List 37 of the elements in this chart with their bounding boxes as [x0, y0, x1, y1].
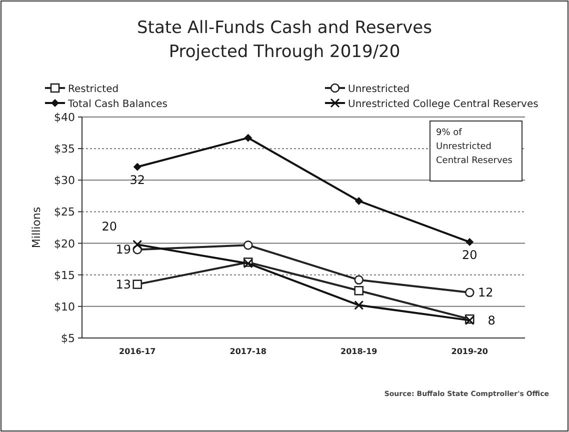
y-tick-label: $20 — [54, 237, 75, 250]
y-tick-label: $15 — [54, 268, 75, 282]
point — [354, 300, 364, 310]
point — [132, 280, 142, 289]
point — [354, 196, 363, 205]
x-tick-label: 2017-18 — [230, 347, 267, 356]
data-label: 19 — [116, 242, 132, 257]
data-label: 8 — [488, 313, 496, 328]
legend-label: Unrestricted College Central Reserves — [348, 99, 538, 110]
x-tick-label: 2016-17 — [119, 347, 156, 356]
annotation: 9% of Unrestricted Central Reserves — [436, 128, 513, 166]
point — [354, 275, 364, 285]
point — [244, 134, 252, 142]
y-tick-label: $40 — [54, 111, 75, 124]
x-tick-label: 2018-19 — [340, 347, 378, 356]
point — [133, 162, 142, 171]
legend-label: Unrestricted — [348, 84, 410, 95]
y-tick-label: $25 — [54, 206, 75, 219]
point — [132, 240, 142, 250]
legend-label: Total Cash Balances — [67, 99, 168, 110]
point — [243, 240, 253, 250]
y-tick-label: $10 — [54, 300, 75, 314]
chart-title: State All-Funds Cash and Reserves Projected Through 2019/20 — [137, 18, 432, 62]
note-box: 9% of Unrestricted Central Reserves — [430, 120, 522, 182]
data-label: 20 — [102, 220, 118, 234]
data-label: 12 — [478, 286, 494, 300]
point — [354, 286, 364, 296]
y-axis-title: Millions — [30, 206, 43, 248]
point — [466, 238, 474, 246]
data-label: 20 — [462, 248, 478, 262]
legend-label: Restricted — [68, 84, 119, 95]
y-tick-label: $35 — [54, 142, 75, 156]
data-label: 13 — [116, 277, 132, 292]
point — [464, 288, 474, 298]
y-tick-label: $5 — [61, 332, 75, 345]
y-tick-label: $30 — [54, 174, 75, 188]
x-tick-label: 2019-20 — [451, 347, 488, 356]
